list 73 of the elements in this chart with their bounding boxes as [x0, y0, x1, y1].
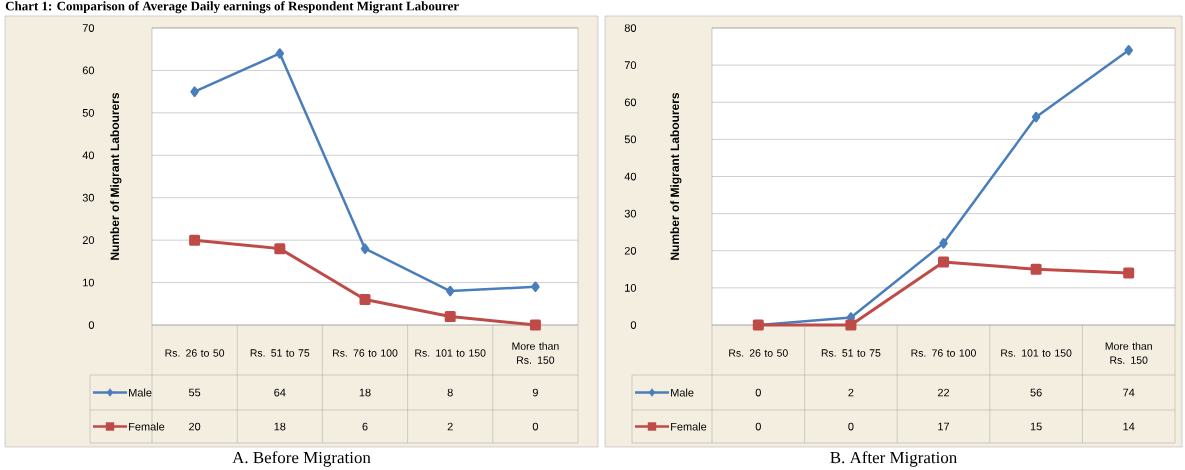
x-tick-label: More than Rs. 150: [1105, 342, 1152, 364]
y-tick-label: 60: [624, 98, 637, 107]
data-label: 74: [1123, 388, 1135, 397]
point: [938, 256, 950, 268]
y-tick-label: 50: [82, 108, 95, 117]
point: [189, 234, 201, 246]
data-label: 56: [1030, 388, 1042, 397]
point: [444, 311, 456, 323]
x-tick-label: Rs. 76 to 100: [333, 349, 398, 357]
data-label: 2: [848, 388, 854, 397]
data-label: 0: [755, 388, 761, 397]
y-axis-title: Number of Migrant Labourers: [110, 92, 122, 260]
x-tick-label: More than Rs. 150: [512, 342, 559, 364]
y-tick-label: 40: [82, 151, 95, 160]
point: [1030, 263, 1042, 275]
point: [1031, 111, 1041, 123]
x-tick-label: Rs. 51 to 75: [821, 349, 881, 357]
legend-label: Female: [129, 422, 165, 431]
x-tick-label: Rs. 101 to 150: [415, 349, 486, 357]
point: [274, 243, 286, 255]
data-label: 9: [532, 388, 538, 397]
legend-label: Female: [671, 422, 707, 431]
point: [275, 48, 285, 59]
legend-label: Male: [671, 388, 694, 397]
data-label: 18: [359, 388, 371, 397]
x-tick-label: Rs. 76 to 100: [911, 349, 976, 357]
data-label: 22: [937, 388, 950, 397]
y-tick-label: 10: [625, 284, 637, 292]
data-label: 20: [189, 422, 201, 431]
y-axis-title: Number of Migrant Labourers: [670, 92, 682, 260]
data-label: 0: [848, 422, 854, 431]
point: [1123, 267, 1135, 279]
y-tick-label: 0: [630, 321, 637, 329]
data-label: 18: [274, 422, 286, 431]
point: [1124, 45, 1133, 56]
y-tick-label: 70: [82, 24, 95, 32]
data-label: 15: [1030, 422, 1042, 431]
y-tick-label: 40: [624, 172, 637, 181]
text: A. Before Migration: [232, 451, 371, 467]
point: [529, 319, 541, 331]
y-tick-label: 30: [624, 209, 637, 218]
data-label: 55: [188, 388, 201, 397]
y-tick-label: 80: [624, 24, 637, 32]
point: [360, 243, 370, 254]
data-label: 17: [938, 422, 950, 431]
data-label: 0: [532, 422, 539, 431]
data-label: 2: [447, 422, 453, 431]
y-tick-label: 70: [624, 61, 637, 70]
data-label: 64: [274, 388, 286, 397]
y-tick-label: 0: [88, 321, 95, 329]
point: [445, 285, 455, 297]
chart-title: Chart 1: Comparison of Average Daily earnings of Respondent Migrant Labourer: [5, 1, 459, 14]
point: [190, 86, 199, 97]
y-tick-label: 10: [83, 278, 95, 287]
x-tick-label: Rs. 51 to 75: [250, 349, 310, 357]
x-tick-label: Rs. 26 to 50: [729, 349, 788, 357]
x-tick-label: Rs. 26 to 50: [165, 349, 225, 357]
point: [939, 238, 948, 249]
y-tick-label: 20: [624, 246, 637, 255]
legend-label: Male: [129, 388, 152, 397]
point: [845, 319, 857, 331]
data-label: 14: [1123, 422, 1135, 431]
y-tick-label: 60: [82, 66, 95, 75]
text: B. After Migration: [830, 451, 958, 467]
point: [359, 294, 371, 306]
data-label: 6: [362, 422, 368, 431]
y-tick-label: 50: [624, 135, 637, 144]
y-tick-label: 30: [82, 193, 95, 202]
y-tick-label: 20: [82, 236, 95, 245]
data-label: 8: [447, 388, 453, 397]
x-tick-label: Rs. 101 to 150: [1001, 349, 1072, 357]
point: [531, 281, 540, 293]
data-label: 0: [755, 422, 761, 431]
